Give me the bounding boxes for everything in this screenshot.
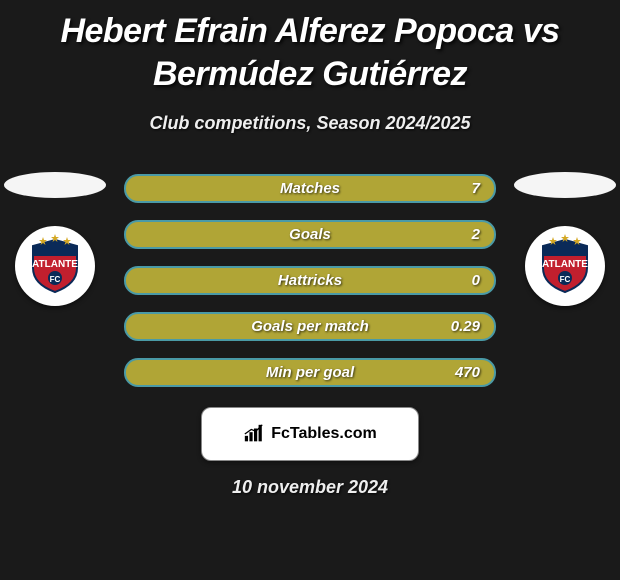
stats-column: Matches 7 Goals 2 Hattricks 0 Goals per … bbox=[124, 172, 496, 387]
svg-text:FC: FC bbox=[560, 275, 571, 284]
subtitle: Club competitions, Season 2024/2025 bbox=[0, 113, 620, 134]
svg-text:FC: FC bbox=[50, 275, 61, 284]
right-player-photo-placeholder bbox=[514, 172, 616, 198]
left-club-logo: ATLANTE FC bbox=[15, 226, 95, 306]
stat-label: Hattricks bbox=[278, 272, 342, 289]
stat-row-goals: Goals 2 bbox=[124, 220, 496, 249]
stat-row-hattricks: Hattricks 0 bbox=[124, 266, 496, 295]
stat-label: Matches bbox=[280, 180, 340, 197]
stat-value: 0.29 bbox=[451, 318, 480, 335]
stat-label: Min per goal bbox=[266, 364, 354, 381]
stat-row-min-per-goal: Min per goal 470 bbox=[124, 358, 496, 387]
atlante-crest-icon: ATLANTE FC bbox=[531, 232, 599, 300]
atlante-crest-icon: ATLANTE FC bbox=[21, 232, 89, 300]
stat-value: 470 bbox=[455, 364, 480, 381]
right-player-column: ATLANTE FC bbox=[514, 172, 616, 306]
left-player-photo-placeholder bbox=[4, 172, 106, 198]
page-title: Hebert Efrain Alferez Popoca vs Bermúdez… bbox=[20, 10, 600, 95]
left-player-column: ATLANTE FC bbox=[4, 172, 106, 306]
comparison-area: ATLANTE FC Matches 7 bbox=[0, 172, 620, 387]
svg-text:ATLANTE: ATLANTE bbox=[32, 259, 78, 270]
stat-value: 0 bbox=[472, 272, 480, 289]
right-club-logo: ATLANTE FC bbox=[525, 226, 605, 306]
stat-label: Goals per match bbox=[251, 318, 369, 335]
stat-value: 7 bbox=[472, 180, 480, 197]
stat-label: Goals bbox=[289, 226, 331, 243]
svg-text:ATLANTE: ATLANTE bbox=[542, 259, 588, 270]
brand-card[interactable]: FcTables.com bbox=[201, 407, 419, 461]
stat-row-goals-per-match: Goals per match 0.29 bbox=[124, 312, 496, 341]
brand-label: FcTables.com bbox=[271, 425, 377, 443]
stat-row-matches: Matches 7 bbox=[124, 174, 496, 203]
date-label: 10 november 2024 bbox=[0, 477, 620, 498]
stat-value: 2 bbox=[472, 226, 480, 243]
bar-chart-icon bbox=[243, 423, 265, 445]
